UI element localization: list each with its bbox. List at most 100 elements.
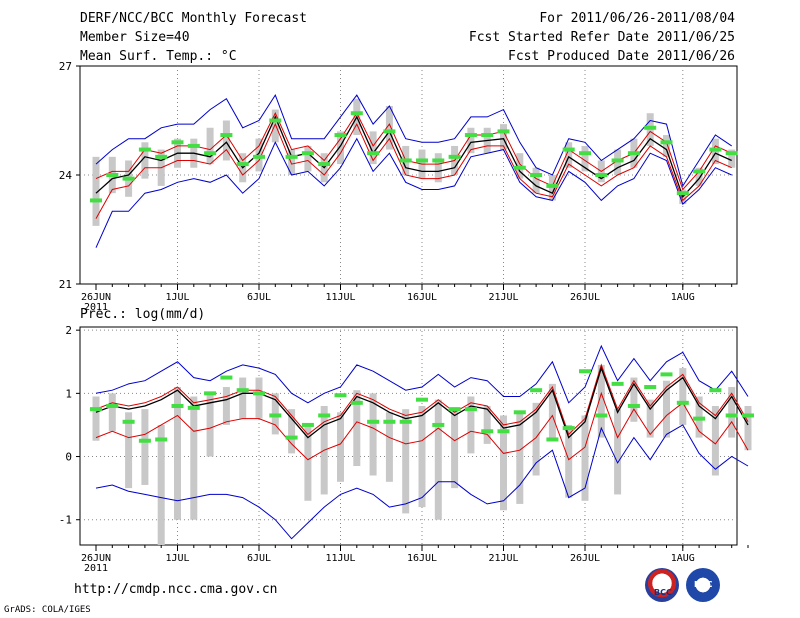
green-marker bbox=[253, 154, 265, 159]
green-marker bbox=[383, 419, 396, 424]
range-bar bbox=[728, 387, 736, 438]
green-marker bbox=[481, 133, 494, 138]
green-marker bbox=[236, 162, 249, 167]
spread-upper-line bbox=[95, 363, 749, 436]
range-bar bbox=[157, 424, 165, 545]
green-marker bbox=[204, 391, 217, 396]
green-marker bbox=[579, 151, 591, 156]
range-bar bbox=[125, 412, 133, 489]
green-marker bbox=[676, 400, 689, 405]
panel-prec: -1 0 1 2 26JUN 1JUL 6JUL 11JUL 16JUL 21JUL 26JUL 1A… bbox=[59, 307, 754, 574]
green-marker bbox=[660, 140, 673, 145]
range-bar bbox=[516, 412, 524, 504]
spread-lower-line bbox=[95, 122, 732, 219]
green-marker bbox=[676, 191, 689, 196]
green-marker bbox=[497, 129, 510, 134]
range-bar bbox=[467, 396, 475, 454]
green-marker bbox=[709, 147, 722, 152]
x-tick-label: 6JUL bbox=[247, 553, 271, 564]
x-tick-label: 26JUL bbox=[570, 553, 600, 564]
x-tick-label: 16JUL bbox=[407, 553, 437, 564]
x-tick-label: 11JUL bbox=[325, 292, 355, 303]
grads-credit: GrADS: COLA/IGES bbox=[4, 605, 91, 615]
range-bar bbox=[728, 149, 736, 168]
green-marker bbox=[660, 372, 673, 377]
green-marker bbox=[693, 416, 706, 421]
green-marker bbox=[416, 158, 428, 163]
x-tick-label: 16JUL bbox=[407, 292, 437, 303]
range-bar bbox=[434, 399, 442, 520]
range-bar bbox=[663, 135, 670, 157]
range-bar bbox=[467, 127, 475, 154]
bcc-logo: BCC bbox=[645, 568, 679, 602]
range-bar bbox=[206, 127, 214, 165]
x-tick-label: 1AUG bbox=[671, 292, 695, 303]
green-marker bbox=[350, 111, 363, 116]
panel2-variable-label: Prec.: log(mm/d) bbox=[80, 307, 205, 322]
forecast-period: For 2011/06/26-2011/08/04 bbox=[539, 11, 735, 26]
y-tick-label: 0 bbox=[65, 451, 72, 464]
x-tick-label: 26JUL bbox=[570, 292, 600, 303]
green-marker bbox=[432, 422, 445, 427]
range-bar bbox=[581, 145, 589, 172]
upper-envelope-line bbox=[95, 93, 732, 188]
y-tick-label: 2 bbox=[65, 324, 72, 337]
range-bar bbox=[337, 131, 344, 165]
source-url[interactable]: http://cmdp.ncc.cma.gov.cn bbox=[74, 582, 278, 597]
lower-envelope-line bbox=[95, 424, 749, 540]
plot-frame bbox=[79, 326, 738, 546]
green-marker bbox=[285, 154, 298, 159]
range-bar bbox=[174, 387, 181, 520]
bcc-logo-text: BCC bbox=[654, 588, 672, 597]
x-tick-label: 26JUN bbox=[81, 292, 111, 303]
green-marker bbox=[220, 375, 233, 380]
range-bar bbox=[500, 415, 507, 511]
green-marker bbox=[399, 419, 412, 424]
green-marker bbox=[742, 413, 754, 418]
x-tick-label: 21JUL bbox=[488, 553, 518, 564]
green-marker bbox=[725, 413, 738, 418]
green-marker bbox=[285, 435, 298, 440]
green-marker bbox=[481, 429, 494, 434]
y-tick-label: 1 bbox=[65, 387, 72, 400]
ncc-logo-text: NCC bbox=[694, 580, 713, 589]
forecast-produced-date: Fcst Produced Date 2011/06/26 bbox=[508, 49, 735, 64]
green-marker bbox=[253, 391, 265, 396]
green-marker bbox=[138, 147, 151, 152]
x-year-label: 2011 bbox=[84, 563, 108, 574]
range-bar bbox=[646, 399, 654, 438]
green-marker bbox=[350, 400, 363, 405]
ensemble-mean-line bbox=[95, 115, 732, 199]
green-marker bbox=[546, 183, 559, 188]
range-bar bbox=[385, 412, 393, 482]
range-bar bbox=[206, 393, 214, 457]
green-marker bbox=[530, 173, 543, 177]
green-marker bbox=[464, 133, 477, 138]
chart-title: DERF/NCC/BCC Monthly Forecast bbox=[80, 11, 307, 26]
green-marker bbox=[464, 407, 477, 412]
green-marker bbox=[122, 176, 135, 181]
range-bar bbox=[548, 383, 556, 441]
range-bar bbox=[222, 120, 230, 161]
green-marker bbox=[187, 405, 200, 410]
green-marker bbox=[138, 438, 151, 443]
green-marker bbox=[204, 151, 217, 156]
green-marker bbox=[187, 143, 200, 148]
green-marker bbox=[725, 151, 738, 156]
green-marker bbox=[627, 403, 640, 408]
green-marker bbox=[334, 133, 347, 138]
green-marker bbox=[644, 385, 657, 390]
green-marker bbox=[530, 388, 543, 393]
green-marker bbox=[627, 151, 640, 156]
range-bar bbox=[141, 142, 149, 179]
green-marker bbox=[220, 133, 233, 138]
range-bar bbox=[255, 377, 263, 419]
green-marker bbox=[448, 154, 461, 159]
panel1-variable-label: Mean Surf. Temp.: °C bbox=[80, 49, 237, 64]
range-bar bbox=[500, 124, 507, 150]
green-marker bbox=[334, 393, 347, 398]
range-bar bbox=[711, 405, 719, 476]
green-marker bbox=[416, 397, 428, 402]
green-marker bbox=[90, 198, 102, 203]
range-bar bbox=[679, 368, 687, 425]
